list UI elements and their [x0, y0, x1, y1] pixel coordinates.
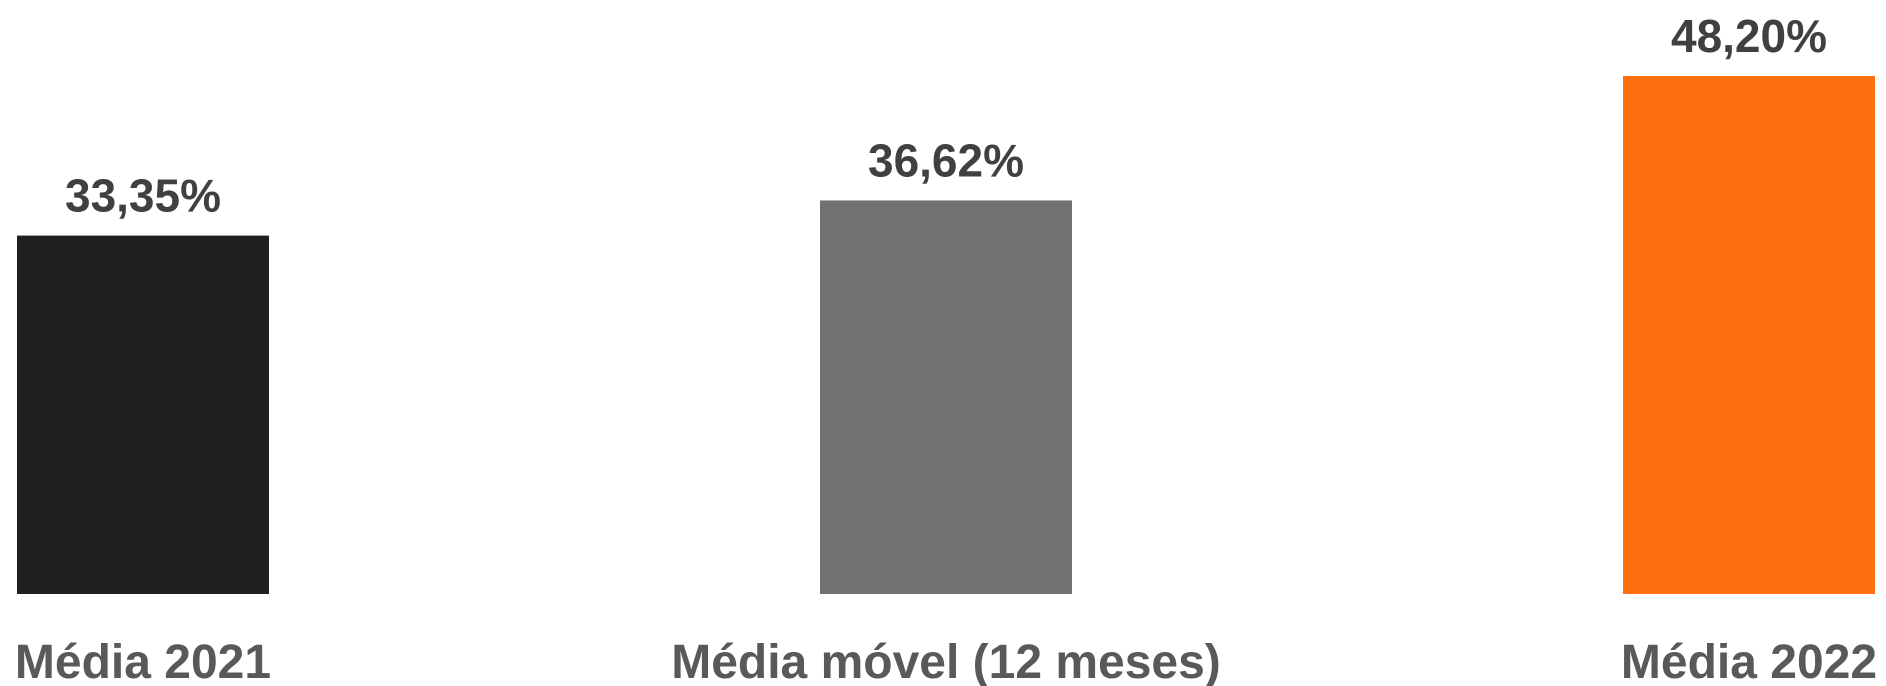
value-labels-layer: 33,35% 36,62% 48,20% — [65, 10, 1827, 222]
category-label-2: Média móvel (12 meses) — [671, 636, 1221, 686]
bars-layer — [17, 76, 1875, 594]
category-label-3: Média 2022 — [1621, 636, 1877, 686]
category-label-1: Média 2021 — [15, 636, 271, 686]
category-labels-layer: Média 2021 Média móvel (12 meses) Média 20… — [15, 636, 1877, 686]
data-label-2: 36,62% — [868, 134, 1024, 186]
data-label-1: 33,35% — [65, 170, 221, 222]
data-label-3: 48,20% — [1671, 10, 1827, 62]
bar-2 — [820, 200, 1072, 594]
bar-3 — [1623, 76, 1875, 594]
bar-1 — [17, 235, 269, 594]
